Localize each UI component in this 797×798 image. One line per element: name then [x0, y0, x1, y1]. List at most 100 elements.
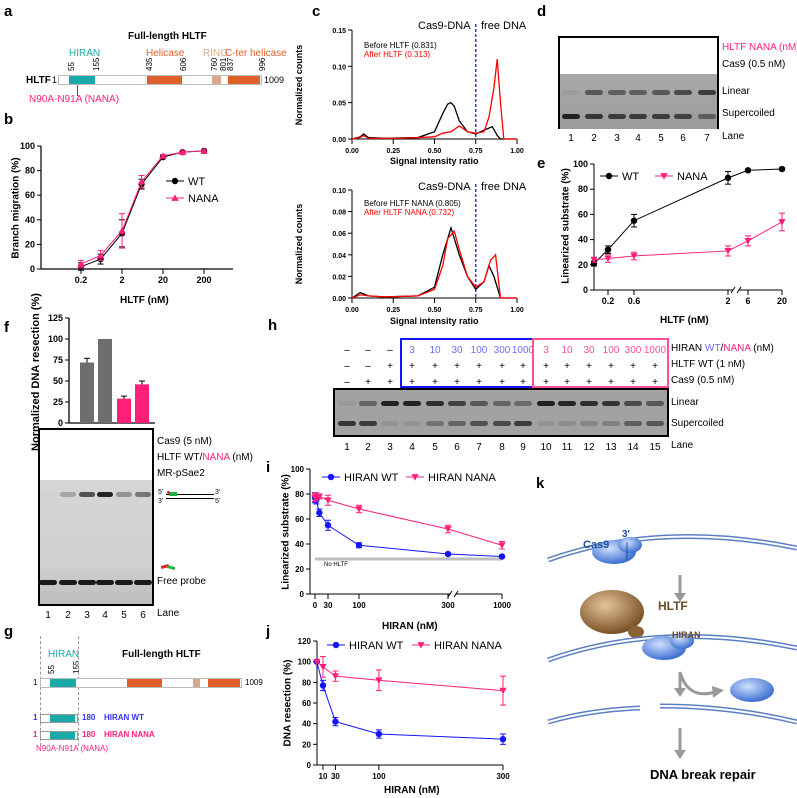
h-linear-band	[602, 401, 620, 406]
protein-start: 1	[52, 75, 58, 85]
h-row2-cell: +	[543, 361, 549, 372]
h-supercoiled-band	[558, 421, 576, 426]
c-bottom-legend-after: After HLTF NANA (0.732)	[364, 208, 455, 217]
j-data-point	[375, 730, 383, 738]
c-bottom-y-tick-label: 0.10	[332, 188, 346, 195]
dna-with-cas9-groove	[547, 535, 797, 561]
residue-155: 155	[92, 57, 101, 71]
e-data-point	[744, 167, 752, 174]
h-row2-cell: +	[387, 361, 393, 372]
c-bottom-x-axis-label: Signal intensity ratio	[390, 316, 479, 326]
curved-arrow-head	[712, 686, 724, 698]
h-lane-number: 13	[605, 442, 617, 453]
f-resection-product-band	[40, 492, 56, 497]
h-row1-cell: 1000	[512, 345, 535, 356]
j-y-tick-label: 40	[302, 720, 311, 729]
gel-d	[558, 36, 719, 129]
chart-e: 0 20 40 60 80 100 0.2 0.6 2 6 20	[573, 159, 787, 306]
broken-dna-right-groove	[659, 705, 797, 723]
domain-ring	[212, 76, 221, 84]
h-row2-cell: +	[499, 361, 505, 372]
chart-c-bottom: 0.00 0.02 0.04 0.06 0.08 0.10 0.00 0.25 0.50 0.75…	[332, 184, 524, 314]
g-residue-155: 155	[72, 660, 81, 674]
panel-label-g: g	[4, 623, 14, 640]
i-data-point	[355, 542, 363, 549]
h-row1-cell: 30	[583, 345, 595, 356]
k-hiran-label: HIRAN	[672, 630, 701, 640]
e-data-point	[590, 256, 598, 264]
domain-label-helicase: Helicase	[146, 48, 185, 59]
b-y-axis-label: Branch migration (%)	[10, 157, 22, 259]
broken-dna-left	[547, 705, 641, 725]
i-x-tick-label: 0	[313, 601, 318, 610]
cas9-released-icon	[730, 678, 774, 702]
h-row1-nana: NANA	[723, 343, 751, 354]
g-hiran-wt-domain	[50, 715, 75, 722]
h-hiran-wt-box	[400, 338, 534, 388]
h-supercoiled-band	[426, 421, 444, 426]
j-data-point	[375, 677, 383, 684]
j-series-line-1	[316, 661, 504, 692]
c-top-y-tick-label: 0.10	[332, 64, 346, 71]
g-domain-helicase	[127, 679, 162, 687]
j-y-tick-label: 120	[298, 637, 312, 646]
e-legend-label: WT	[622, 171, 639, 183]
h-row2-cell: +	[630, 361, 636, 372]
h-row3-cell: +	[586, 377, 592, 388]
j-data-point	[499, 735, 507, 743]
j-y-tick-label: 20	[302, 740, 311, 749]
c-top-y-tick-label: 0.15	[332, 28, 346, 35]
e-data-point	[630, 217, 638, 224]
j-data-point	[319, 663, 327, 671]
i-legend-label: HIRAN NANA	[428, 472, 497, 484]
c-top-y-tick-label: 0.00	[332, 137, 346, 144]
g-mutation-label: N90A-N91A (NANA)	[36, 744, 109, 753]
hltf-protein-icon	[580, 590, 644, 634]
b-data-point	[77, 260, 85, 267]
panel-label-k: k	[536, 475, 545, 492]
residue-996: 996	[258, 57, 267, 71]
k-hltf-label: HLTF	[658, 599, 688, 613]
b-legend-marker	[171, 194, 179, 201]
h-linear-band	[448, 401, 466, 406]
bar	[80, 362, 94, 423]
h-supercoiled-band	[448, 421, 466, 426]
h-supercoiled-band	[646, 421, 664, 426]
h-supercoiled-band	[403, 421, 421, 426]
e-y-tick-label: 100	[573, 159, 588, 169]
h-row3-cell: +	[476, 377, 482, 388]
panel-label-f: f	[4, 319, 9, 336]
g-guide-right	[78, 636, 79, 746]
c-bottom-y-tick-label: 0.02	[332, 274, 346, 281]
i-data-point	[444, 550, 452, 558]
panel-label-a: a	[4, 3, 13, 20]
g-domain-hiran	[50, 679, 76, 687]
domain-helicase	[147, 76, 182, 84]
h-row3-cell: +	[543, 377, 549, 388]
d-lane-number: 6	[680, 133, 686, 144]
e-y-tick-label: 0	[583, 285, 588, 295]
j-data-point	[332, 718, 339, 725]
i-data-point	[324, 497, 332, 504]
d-linear-band	[698, 90, 716, 95]
e-x-tick-label: 6	[745, 296, 750, 306]
c-bottom-free-dna-region: free DNA	[481, 181, 527, 193]
b-x-tick-label: 200	[196, 275, 211, 285]
h-row1-cell: 30	[451, 345, 463, 356]
c-top-x-tick-label: 0.75	[469, 148, 483, 155]
c-top-y-tick-label: 0.05	[332, 101, 346, 108]
d-row2-label: Cas9 (0.5 nM)	[722, 59, 786, 70]
h-row3-cell: +	[365, 377, 371, 388]
c-top-series-line-0	[351, 101, 517, 140]
i-x-tick-label: 1000	[493, 601, 511, 610]
b-data-point	[178, 148, 187, 156]
f-lane-number: 6	[140, 610, 146, 621]
substrate-top-strand	[166, 494, 214, 495]
c-top-y-axis-label: Normalized counts	[294, 44, 305, 126]
h-row1-cell: 100	[471, 345, 488, 356]
gel-h	[333, 388, 669, 437]
h-row2-cell: +	[564, 361, 570, 372]
h-row1-cell: 3	[409, 345, 415, 356]
